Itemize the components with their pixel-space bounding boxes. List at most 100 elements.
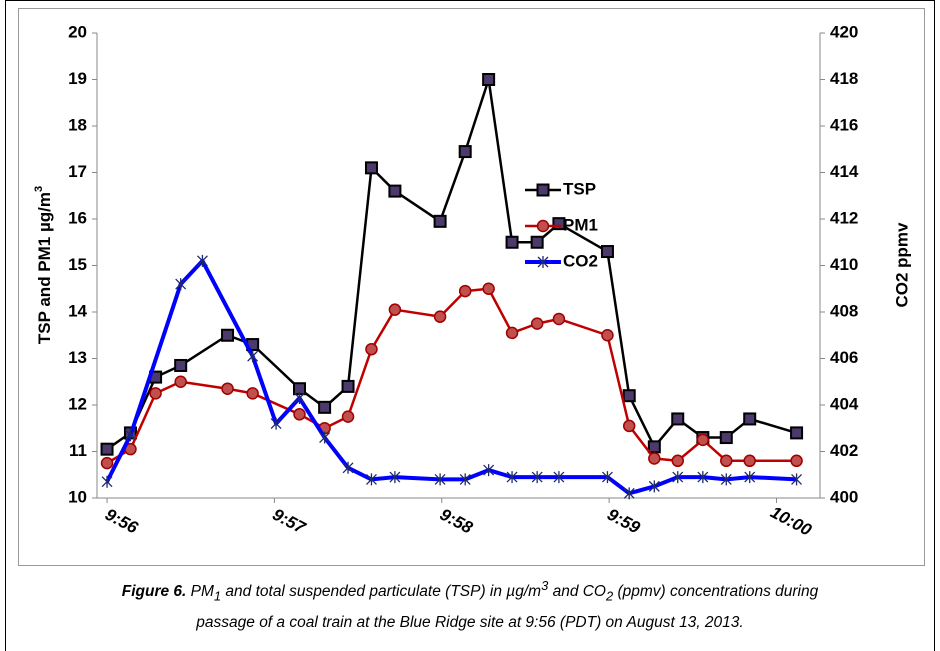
marker [458,145,472,159]
legend-marker [536,183,550,197]
series-line [106,287,797,465]
marker [221,328,235,342]
y2-tick-label: 408 [830,301,858,320]
marker [459,473,471,486]
marker [247,350,259,363]
marker [696,433,710,447]
y2-tick-label: 404 [830,394,859,413]
marker [552,217,566,231]
y-tick-label: 17 [68,162,87,181]
marker [174,358,188,372]
marker [672,471,684,484]
marker [647,440,661,454]
marker [341,410,355,423]
marker [506,471,518,484]
y-label-sup: 3 [33,186,45,192]
marker [101,475,113,488]
marker [622,419,636,433]
marker [246,387,259,400]
legend-marker [536,219,550,233]
marker [600,245,614,259]
marker [318,400,332,414]
marker [530,317,544,330]
marker [720,473,732,486]
marker [482,282,495,295]
y2-tick-label: 410 [830,255,858,274]
x-tick-label: 9:59 [604,505,643,538]
marker [125,429,136,442]
series-line [106,78,797,451]
y2-tick-label: 412 [830,208,858,227]
marker [622,389,636,403]
legend-label: TSP [563,179,596,198]
y-tick-label: 14 [68,301,87,320]
caption-sub: 1 [213,588,222,604]
caption: Figure 6. PM1 and total suspended partic… [6,572,934,636]
marker [697,471,709,484]
marker [458,284,472,298]
marker [388,184,402,198]
marker [553,471,565,484]
caption-text: passage of a coal train at the Blue Ridg… [196,614,744,632]
legend-label: CO2 [563,251,598,270]
x-tick-label: 9:57 [269,505,309,538]
marker [648,480,660,493]
marker [366,473,377,486]
x-tick-label: 10:00 [767,503,815,540]
marker [175,278,187,291]
x-tick-label: 9:56 [102,505,141,538]
marker [100,442,114,456]
marker [174,375,187,388]
marker [505,235,519,249]
marker [720,454,733,468]
marker [389,471,401,484]
marker [364,161,378,175]
marker [743,412,757,426]
marker [433,310,447,323]
y2-axis-label: CO2 ppmv [892,222,911,308]
marker [623,487,635,500]
marker [293,408,306,421]
marker [294,392,305,405]
marker [719,431,733,445]
caption-text: and CO [548,583,606,601]
marker [791,473,803,486]
marker [482,73,496,86]
y2-tick-label: 416 [830,115,858,134]
marker [671,412,685,426]
y-tick-label: 10 [68,487,87,506]
marker [531,471,543,484]
marker [601,329,614,342]
y-tick-label: 20 [68,22,87,41]
marker [601,471,613,484]
caption-sub: 2 [606,588,614,604]
marker [744,471,756,484]
y2-tick-label: 400 [830,487,858,506]
y2-tick-label: 420 [830,22,858,41]
chart-frame [18,8,925,566]
y-label-text: TSP and PM1 µg/m [35,192,54,344]
marker [434,473,446,486]
marker [365,342,378,356]
caption-text: (ppmv) concentrations during [613,583,819,601]
caption-text: and total suspended particulate (TSP) in… [221,583,542,601]
marker [221,382,234,395]
y-tick-label: 15 [68,255,87,274]
marker [433,214,447,228]
y2-tick-label: 402 [830,441,858,460]
series-line [105,258,797,496]
marker [671,454,684,468]
y2-tick-label: 406 [830,348,858,367]
outer-frame [5,0,935,651]
marker [790,426,804,440]
legend-marker [537,256,549,268]
marker [790,454,803,468]
y-tick-label: 11 [69,441,87,460]
marker [341,379,355,393]
y2-tick-label: 418 [830,69,858,88]
marker [530,235,544,249]
marker [552,312,566,326]
marker [149,387,162,400]
